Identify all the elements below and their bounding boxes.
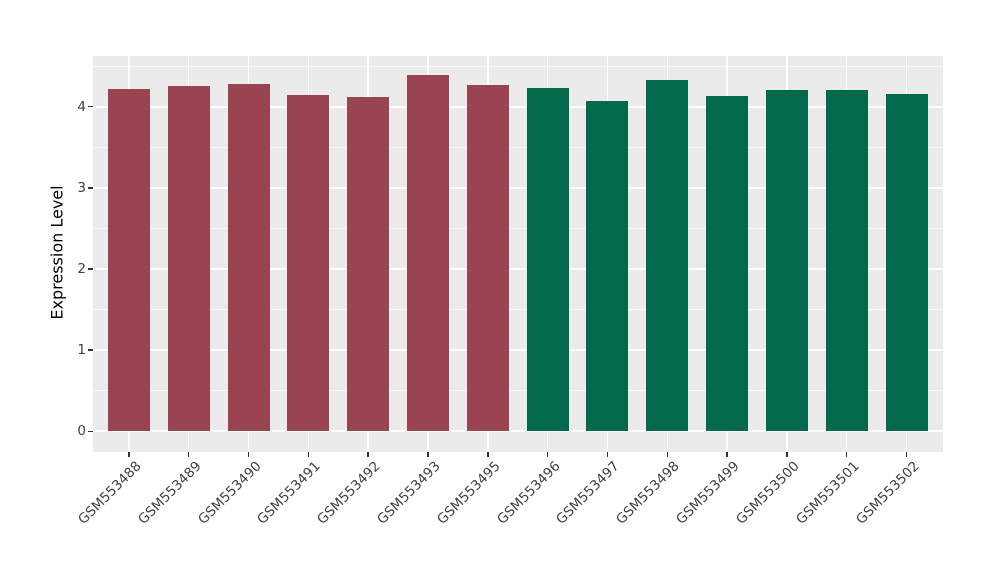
y-axis-tick	[88, 105, 93, 108]
y-axis-tick	[88, 430, 93, 433]
y-tick-label: 3	[77, 179, 86, 196]
y-axis-tick	[88, 187, 93, 189]
y-axis-tick	[88, 349, 93, 351]
x-tick-label: GSM553488	[75, 458, 145, 528]
bar	[466, 84, 509, 432]
x-axis-tick	[546, 452, 549, 457]
y-tick-label: 0	[77, 423, 86, 440]
x-axis-tick	[427, 452, 429, 457]
y-axis-tick	[88, 268, 93, 270]
bar	[287, 94, 330, 432]
bar	[347, 96, 390, 432]
minor-gridline	[93, 390, 943, 392]
major-gridline	[93, 268, 943, 270]
bar	[167, 85, 210, 432]
y-tick-label: 2	[77, 261, 86, 277]
bar	[586, 101, 629, 432]
minor-gridline	[93, 65, 943, 67]
x-axis-tick	[247, 452, 250, 457]
x-axis-tick	[307, 452, 310, 457]
x-axis-tick	[726, 452, 728, 457]
x-axis-tick	[606, 452, 609, 457]
y-tick-label: 1	[77, 342, 86, 359]
major-gridline	[93, 349, 943, 352]
bar	[526, 88, 569, 432]
x-axis-tick	[786, 452, 788, 457]
y-tick-label: 4	[77, 98, 86, 115]
bar	[107, 88, 150, 432]
x-axis-tick	[367, 452, 369, 457]
bar	[227, 83, 270, 432]
plot-panel	[93, 56, 943, 452]
x-axis-tick	[845, 452, 848, 457]
major-gridline	[93, 186, 943, 189]
bar	[885, 93, 928, 432]
bar	[825, 89, 868, 432]
minor-gridline	[93, 227, 943, 229]
minor-gridline	[93, 146, 943, 148]
x-axis-tick	[666, 452, 669, 457]
x-axis-tick	[905, 452, 908, 457]
minor-gridline	[93, 309, 943, 311]
x-axis-tick	[187, 452, 190, 457]
x-axis-tick	[487, 452, 489, 457]
bar	[646, 79, 689, 432]
major-gridline	[93, 430, 943, 433]
major-gridline	[93, 105, 943, 108]
bar	[407, 75, 449, 432]
x-axis-tick	[128, 452, 130, 457]
bar	[765, 90, 808, 432]
bar	[706, 96, 749, 432]
